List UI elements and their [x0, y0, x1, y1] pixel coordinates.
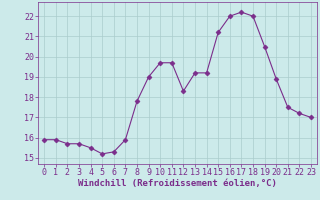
X-axis label: Windchill (Refroidissement éolien,°C): Windchill (Refroidissement éolien,°C): [78, 179, 277, 188]
